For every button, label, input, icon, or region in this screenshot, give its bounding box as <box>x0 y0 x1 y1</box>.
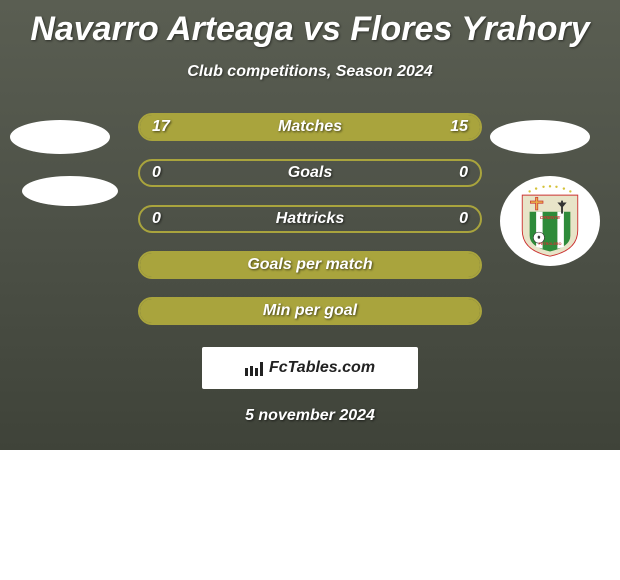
svg-text:PETROLERO: PETROLERO <box>539 242 562 246</box>
stat-label: Hattricks <box>138 205 482 233</box>
comparison-panel: Navarro Arteaga vs Flores Yrahory Club c… <box>0 0 620 450</box>
stat-row-matches: 1715Matches <box>138 113 482 141</box>
stat-row-goals-per-match: Goals per match <box>138 251 482 279</box>
player-right-avatar-placeholder <box>490 120 590 154</box>
club-left-badge-placeholder <box>22 176 118 206</box>
subtitle: Club competitions, Season 2024 <box>0 63 620 81</box>
stat-row-hattricks: 00Hattricks <box>138 205 482 233</box>
oriente-petrolero-badge-icon: ORIENTE PETROLERO <box>513 184 587 258</box>
club-right-badge: ORIENTE PETROLERO <box>500 176 600 266</box>
player-left-avatar-placeholder <box>10 120 110 154</box>
stat-label: Matches <box>138 113 482 141</box>
page-title: Navarro Arteaga vs Flores Yrahory <box>0 0 620 49</box>
stat-row-min-per-goal: Min per goal <box>138 297 482 325</box>
stat-label: Min per goal <box>138 297 482 325</box>
stat-row-goals: 00Goals <box>138 159 482 187</box>
watermark-text: FcTables.com <box>269 359 375 377</box>
date-line: 5 november 2024 <box>0 407 620 425</box>
stat-label: Goals <box>138 159 482 187</box>
svg-text:ORIENTE: ORIENTE <box>540 215 561 220</box>
stat-label: Goals per match <box>138 251 482 279</box>
watermark-badge: FcTables.com <box>202 347 418 389</box>
bar-chart-icon <box>245 360 265 376</box>
